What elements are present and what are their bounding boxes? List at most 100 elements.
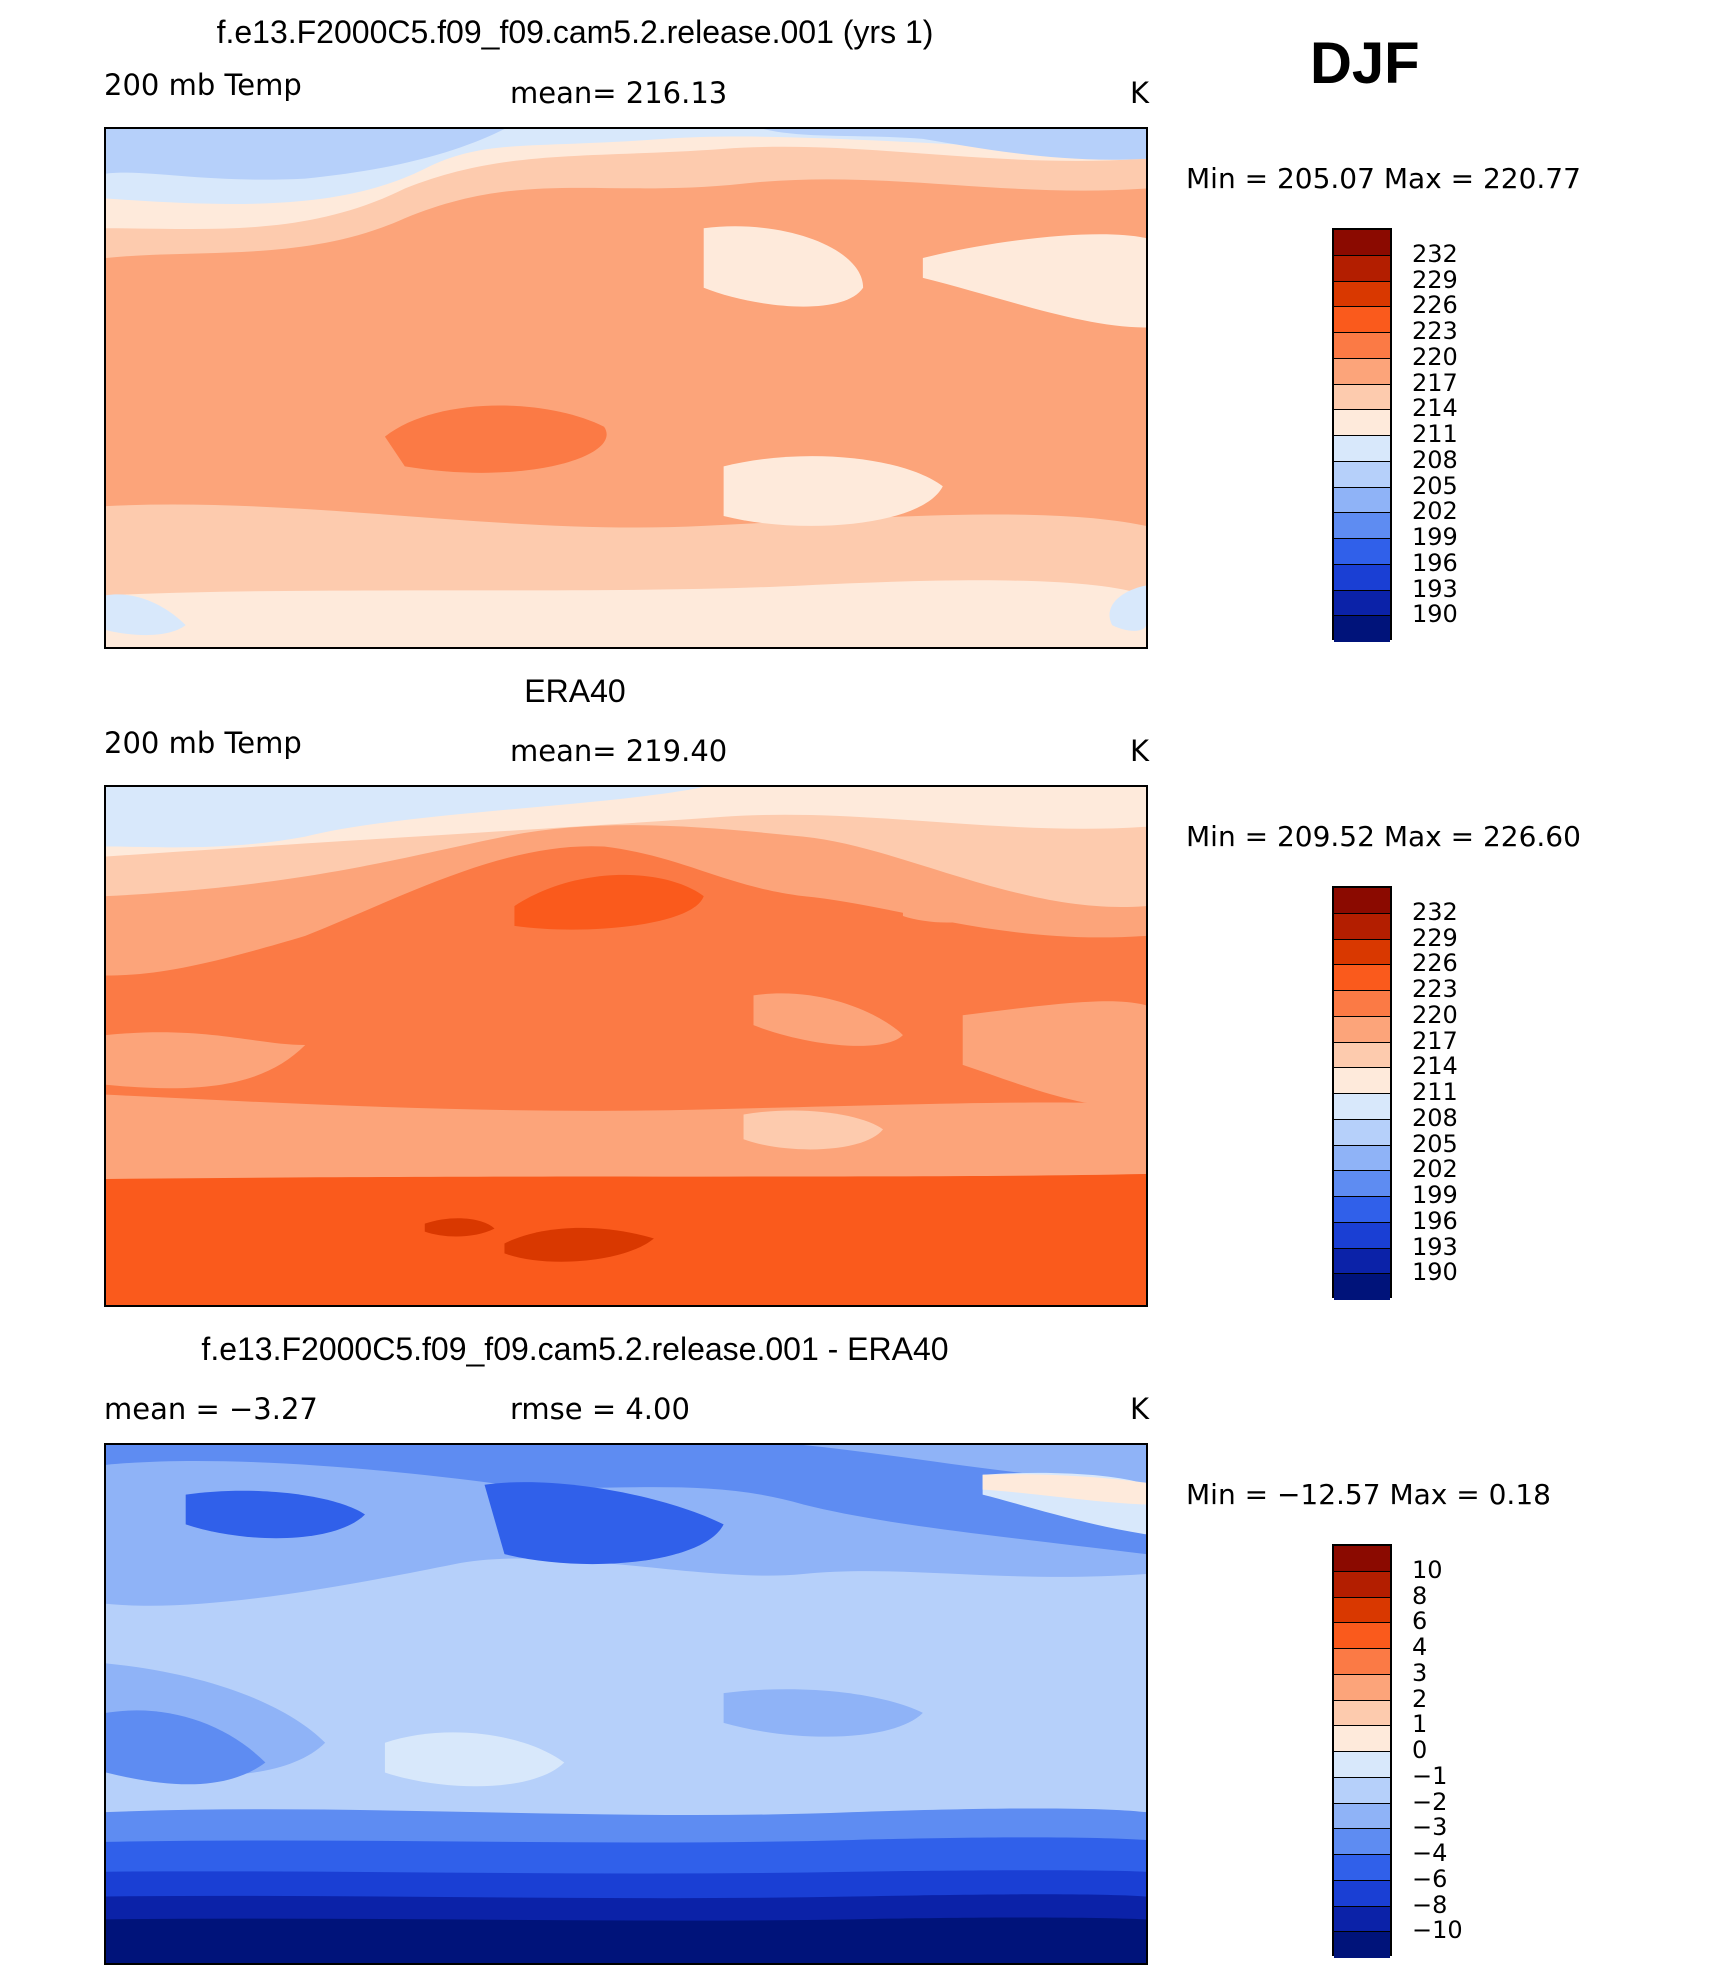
colorbar-tick-label: 226	[1412, 291, 1458, 320]
colorbar-tick-label: 217	[1412, 1026, 1458, 1055]
colorbar-swatch	[1334, 1248, 1390, 1275]
colorbar-tick-label: 214	[1412, 1052, 1458, 1081]
colorbar-swatch	[1334, 461, 1390, 488]
colorbar-tick-label: 217	[1412, 368, 1458, 397]
panel2-min-max: Min = 209.52 Max = 226.60	[1186, 820, 1581, 853]
colorbar-swatch	[1334, 513, 1390, 539]
season-label: DJF	[1310, 31, 1420, 96]
panel3-min-max: Min = −12.57 Max = 0.18	[1186, 1478, 1551, 1511]
colorbar-tick-label: 3	[1412, 1658, 1428, 1687]
panel3-contour-field	[106, 1445, 1146, 1963]
colorbar-swatch	[1334, 1597, 1390, 1624]
colorbar-swatch	[1334, 539, 1390, 565]
colorbar-swatch	[1334, 487, 1390, 514]
colorbar-tick-label: 0	[1412, 1736, 1428, 1764]
colorbar-swatch	[1334, 1649, 1390, 1675]
colorbar-tick-label: 4	[1412, 1633, 1428, 1661]
colorbar-swatch	[1334, 888, 1390, 914]
colorbar-swatch	[1334, 230, 1390, 256]
colorbar-swatch	[1334, 410, 1390, 436]
panel1-title: f.e13.F2000C5.f09_f09.cam5.2.release.001…	[216, 14, 934, 50]
colorbar-tick-label: 229	[1412, 265, 1458, 294]
colorbar-tick-label: −2	[1412, 1787, 1448, 1816]
colorbar-tick-label: 193	[1412, 574, 1458, 603]
panel2-title: ERA40	[524, 673, 626, 709]
colorbar-swatch	[1334, 333, 1390, 359]
panel3-title: f.e13.F2000C5.f09_f09.cam5.2.release.001…	[201, 1331, 949, 1367]
colorbar-tick-label: 199	[1412, 1181, 1458, 1209]
colorbar-tick-label: 199	[1412, 523, 1458, 551]
colorbar-swatch	[1334, 965, 1390, 991]
panel1-colorbar	[1332, 228, 1392, 642]
colorbar-swatch	[1334, 1880, 1390, 1907]
colorbar-tick-label: 190	[1412, 1258, 1458, 1287]
colorbar-tick-label: 208	[1412, 445, 1458, 474]
panel3-map	[104, 1443, 1148, 1965]
colorbar-swatch	[1334, 1016, 1390, 1043]
panel3-rmse-label: rmse = 4.00	[510, 1392, 690, 1426]
colorbar-swatch	[1334, 1726, 1390, 1752]
panel3-colorbar	[1332, 1544, 1392, 1958]
colorbar-tick-label: 226	[1412, 949, 1458, 978]
colorbar-tick-label: 8	[1412, 1581, 1428, 1610]
colorbar-tick-label: 205	[1412, 1129, 1458, 1158]
colorbar-swatch	[1334, 1145, 1390, 1172]
colorbar-swatch	[1334, 358, 1390, 385]
colorbar-swatch	[1334, 1068, 1390, 1094]
colorbar-swatch	[1334, 939, 1390, 966]
colorbar-swatch	[1334, 1906, 1390, 1933]
colorbar-tick-label: 220	[1412, 342, 1458, 371]
colorbar-swatch	[1334, 1752, 1390, 1778]
colorbar-tick-label: 223	[1412, 317, 1458, 345]
colorbar-swatch	[1334, 564, 1390, 591]
panel1-variable-label: 200 mb Temp	[104, 68, 302, 102]
colorbar-swatch	[1334, 1777, 1390, 1804]
colorbar-swatch	[1334, 1855, 1390, 1881]
panel1-min-max: Min = 205.07 Max = 220.77	[1186, 162, 1581, 195]
colorbar-swatch	[1334, 1042, 1390, 1069]
colorbar-tick-label: 223	[1412, 975, 1458, 1003]
colorbar-swatch	[1334, 1546, 1390, 1572]
colorbar-swatch	[1334, 1274, 1390, 1300]
colorbar-swatch	[1334, 590, 1390, 617]
colorbar-swatch	[1334, 255, 1390, 282]
colorbar-tick-label: 211	[1412, 1078, 1458, 1106]
colorbar-swatch	[1334, 1829, 1390, 1855]
colorbar-tick-label: 196	[1412, 548, 1458, 577]
colorbar-swatch	[1334, 281, 1390, 308]
panel1-units-label: K	[1130, 76, 1150, 110]
colorbar-tick-label: −6	[1412, 1864, 1448, 1893]
colorbar-swatch	[1334, 616, 1390, 642]
colorbar-tick-label: 2	[1412, 1684, 1428, 1713]
colorbar-swatch	[1334, 1171, 1390, 1197]
colorbar-swatch	[1334, 1119, 1390, 1146]
colorbar-swatch	[1334, 991, 1390, 1017]
colorbar-tick-label: 232	[1412, 239, 1458, 268]
colorbar-swatch	[1334, 1803, 1390, 1830]
colorbar-swatch	[1334, 307, 1390, 333]
panel2-mean-label: mean= 219.40	[510, 734, 728, 768]
colorbar-tick-label: 193	[1412, 1232, 1458, 1261]
colorbar-tick-label: 190	[1412, 600, 1458, 629]
panel3-mean-label: mean = −3.27	[104, 1392, 318, 1426]
colorbar-swatch	[1334, 1197, 1390, 1223]
colorbar-tick-label: 208	[1412, 1103, 1458, 1132]
panel1-map	[104, 127, 1148, 649]
colorbar-swatch	[1334, 1932, 1390, 1958]
panel2-colorbar	[1332, 886, 1392, 1300]
panel2-units-label: K	[1130, 734, 1150, 768]
colorbar-tick-label: −8	[1412, 1890, 1448, 1919]
colorbar-swatch	[1334, 1674, 1390, 1701]
colorbar-tick-label: 214	[1412, 394, 1458, 423]
colorbar-tick-label: −4	[1412, 1839, 1448, 1867]
panel3-units-label: K	[1130, 1392, 1150, 1426]
colorbar-tick-label: 202	[1412, 497, 1458, 526]
colorbar-tick-label: 229	[1412, 923, 1458, 952]
colorbar-tick-label: 220	[1412, 1000, 1458, 1029]
colorbar-swatch	[1334, 1222, 1390, 1249]
colorbar-tick-label: 196	[1412, 1206, 1458, 1235]
colorbar-swatch	[1334, 384, 1390, 411]
panel1-mean-label: mean= 216.13	[510, 76, 728, 110]
colorbar-tick-label: −1	[1412, 1761, 1448, 1790]
panel1-contour-field	[106, 129, 1146, 647]
